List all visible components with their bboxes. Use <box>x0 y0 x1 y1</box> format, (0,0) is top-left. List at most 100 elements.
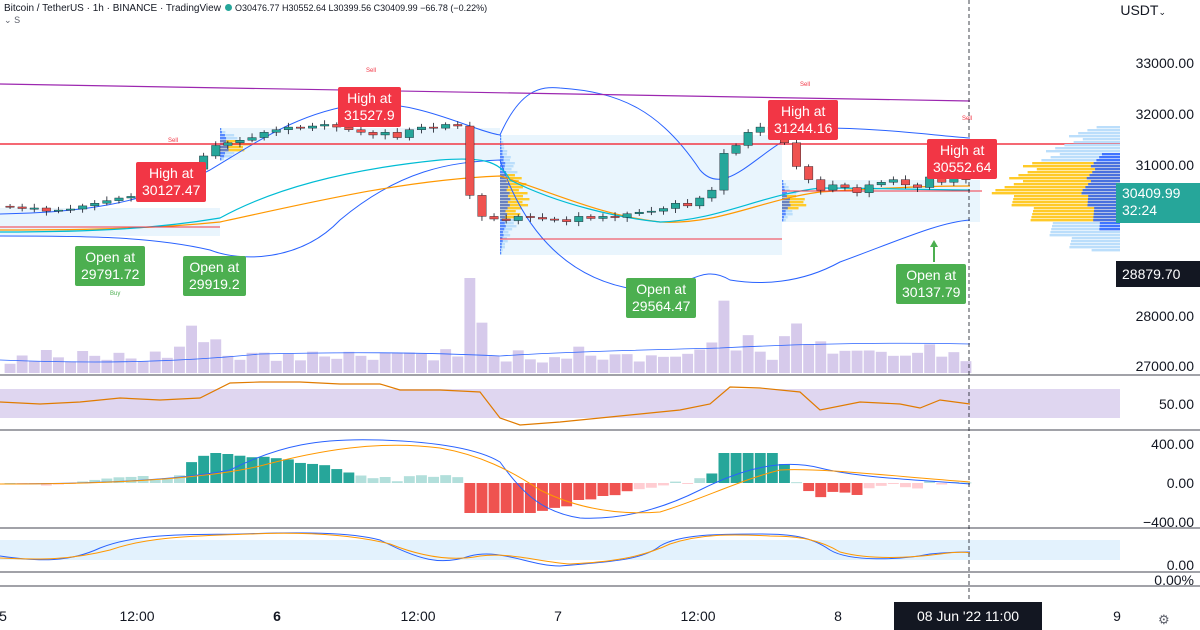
vp-row <box>220 131 226 134</box>
volume-bar <box>125 358 137 373</box>
macd-bar <box>246 457 258 483</box>
vp-row <box>500 150 508 153</box>
volume-bar <box>4 363 16 373</box>
candle-body <box>501 218 511 221</box>
macd-bar <box>960 482 972 484</box>
macd-bar <box>186 462 197 483</box>
macd-bar <box>89 479 101 483</box>
candle-body <box>5 205 15 208</box>
vp-right-row <box>1049 234 1120 237</box>
vp-right-row <box>1055 147 1120 150</box>
macd-bar <box>742 453 754 483</box>
candle-body <box>659 208 668 212</box>
chevron-down-icon[interactable]: ⌄ <box>4 15 12 25</box>
vp-row <box>500 243 505 246</box>
macd-bar <box>936 483 948 485</box>
candle-body <box>804 166 814 180</box>
time-tick: 6 <box>273 608 281 624</box>
volume-bar <box>331 358 343 373</box>
macd-bar <box>537 483 548 511</box>
macd-bar <box>295 462 306 483</box>
vp-row <box>500 246 505 249</box>
vp-row-inner <box>500 201 508 204</box>
candle-body <box>513 216 523 221</box>
volume-bar <box>440 349 452 373</box>
macd-bar <box>682 483 694 484</box>
volume-bar <box>609 354 621 373</box>
vp-right-row <box>1073 141 1120 144</box>
sell-signal: Sell <box>168 138 179 144</box>
vp-right-row-inner <box>1088 195 1120 198</box>
open-label: Open at 29919.2 <box>183 256 246 296</box>
candle-body <box>368 132 378 136</box>
symbol-legend[interactable]: Bitcoin / TetherUS · 1h · BINANCE · Trad… <box>4 3 487 14</box>
volume-bar <box>295 360 306 373</box>
macd-bar <box>827 483 839 492</box>
currency-selector[interactable]: USDT⌄ <box>1120 2 1166 18</box>
macd-bar <box>549 483 560 508</box>
vp-right-row-inner <box>1090 180 1120 183</box>
vp-row-inner <box>782 195 787 198</box>
volume-bar <box>730 350 742 373</box>
crosshair-time-badge: 08 Jun '22 11:00 <box>894 602 1042 630</box>
vp-right-row <box>1059 153 1120 156</box>
volume-bar <box>343 351 355 373</box>
time-tick: 7 <box>554 608 562 624</box>
vp-row <box>500 189 519 192</box>
volume-bar <box>161 357 173 373</box>
volume-bar <box>561 358 573 373</box>
candle-body <box>296 126 305 129</box>
volume-profile-right <box>991 126 1120 252</box>
volume-bar <box>670 356 681 373</box>
vp-row <box>782 213 793 216</box>
macd-bar <box>40 483 52 486</box>
candle-body <box>562 219 572 222</box>
vp-row-inner <box>500 189 507 192</box>
volume-bar <box>549 357 560 373</box>
volume-bar <box>391 352 403 373</box>
candle-body <box>949 178 959 183</box>
volume-bar <box>524 359 536 373</box>
vp-row-inner <box>500 180 507 183</box>
time-tick: 12:00 <box>400 608 436 624</box>
vp-row <box>782 183 787 186</box>
candle-body <box>719 153 729 191</box>
vp-row-inner <box>500 222 505 225</box>
vp-row-inner <box>500 240 503 243</box>
vp-row-inner <box>782 180 783 183</box>
symbol-title[interactable]: Bitcoin / TetherUS · 1h · BINANCE · Trad… <box>4 3 221 14</box>
volume-bar <box>270 360 282 373</box>
candle-body <box>683 203 693 207</box>
vp-right-row-inner <box>1086 177 1120 180</box>
vp-right-row <box>1071 237 1120 240</box>
stoch-k <box>0 532 971 567</box>
vp-right-row <box>1046 150 1120 153</box>
vp-row <box>500 177 522 180</box>
vp-row-inner <box>220 128 221 131</box>
vp-row-inner <box>220 155 225 158</box>
gear-icon[interactable]: ⚙ <box>1158 612 1170 627</box>
ohlc-values: O30476.77 H30552.64 L30399.56 C30409.99 … <box>234 3 488 13</box>
candle-body <box>852 187 862 193</box>
vp-row-inner <box>220 158 222 161</box>
vp-row-inner <box>782 189 785 192</box>
vp-right-row-inner <box>1082 189 1120 192</box>
trend-line[interactable] <box>0 83 971 102</box>
vp-row-inner <box>500 213 508 216</box>
candle-body <box>78 205 88 210</box>
price-tick: 27000.00 <box>1135 358 1194 374</box>
vp-right-row <box>1033 207 1120 210</box>
volume-bar <box>149 351 161 373</box>
rsi-band <box>0 389 1120 418</box>
vp-box <box>782 180 980 222</box>
vp-right-row-inner <box>1087 198 1120 201</box>
vp-row <box>500 159 510 162</box>
volume-bar <box>924 344 936 373</box>
vp-right-row <box>1051 228 1120 231</box>
legend-line-2[interactable]: ⌄ S <box>4 15 20 26</box>
macd-bar <box>307 463 318 483</box>
candle-body <box>344 126 354 130</box>
candle-body <box>453 124 463 127</box>
candle-body <box>610 216 620 218</box>
